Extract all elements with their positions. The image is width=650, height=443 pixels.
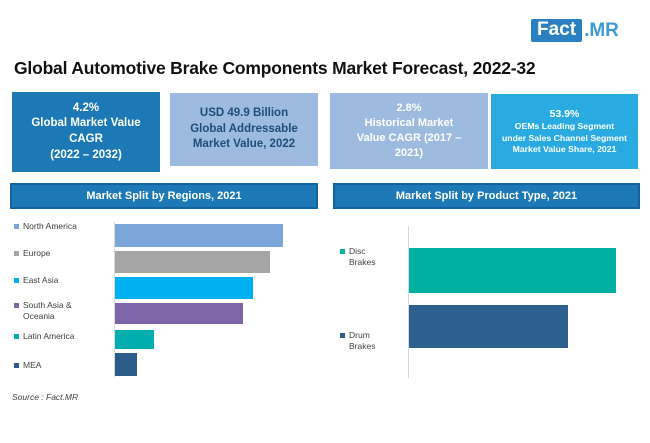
legend-marker-south-asia-oceania <box>14 303 19 308</box>
legend-marker-disc-brakes <box>340 249 345 254</box>
stat-box-line: 4.2% <box>72 101 100 114</box>
source-note: Source : Fact.MR <box>12 392 79 402</box>
bar-north-america <box>115 224 283 247</box>
product-type-chart-header: Market Split by Product Type, 2021 <box>333 183 640 209</box>
legend-label-east-asia: East Asia <box>23 275 59 285</box>
bar-mea <box>115 353 137 376</box>
legend-item-europe: Europe <box>14 248 104 259</box>
stat-box-addressable-value: USD 49.9 Billion Global Addressable Market… <box>170 93 318 166</box>
stat-box-line: Market Value Share, 2021 <box>512 144 617 155</box>
stat-box-global-cagr: 4.2% Global Market Value CAGR (2022 – 2032) <box>12 92 160 172</box>
bar-east-asia <box>115 277 253 299</box>
bar-disc-brakes <box>409 248 616 293</box>
legend-label-mea: MEA <box>23 360 42 370</box>
stat-box-line: (2022 – 2032) <box>50 148 122 161</box>
bar-drum-brakes <box>409 305 568 348</box>
stat-box-line: Value CAGR (2017 – <box>356 132 462 144</box>
legend-label-north-america: North America <box>23 221 77 231</box>
legend-marker-east-asia <box>14 278 19 283</box>
stat-box-line: Global Market Value <box>31 117 141 130</box>
product-type-axis-line <box>408 226 409 378</box>
legend-label-south-asia-oceania: South Asia & Oceania <box>23 300 72 322</box>
legend-item-south-asia-oceania: South Asia & Oceania <box>14 300 104 322</box>
regions-chart-header: Market Split by Regions, 2021 <box>10 183 318 209</box>
stat-box-line: 2021) <box>394 146 424 159</box>
legend-item-east-asia: East Asia <box>14 275 104 286</box>
stat-box-line: Historical Market <box>364 117 454 130</box>
legend-label-europe: Europe <box>23 248 51 258</box>
bar-south-asia-oceania <box>115 303 243 324</box>
legend-item-disc-brakes: Disc Brakes <box>340 246 386 268</box>
stat-box-historical-cagr: 2.8% Historical Market Value CAGR (2017 – 2… <box>330 93 488 169</box>
stat-box-line: OEMs Leading Segment <box>514 120 615 131</box>
stat-box-line: under Sales Channel Segment <box>501 132 628 143</box>
stat-box-line: USD 49.9 Billion <box>199 107 289 120</box>
legend-marker-drum-brakes <box>340 333 345 338</box>
stat-box-line: 2.8% <box>396 102 422 115</box>
stat-box-line: Global Addressable <box>190 122 298 135</box>
legend-label-drum-brakes: Drum Brakes <box>349 330 376 352</box>
bar-europe <box>115 251 270 273</box>
regions-axis-line <box>114 222 115 377</box>
legend-label-latin-america: Latin America <box>23 331 75 341</box>
logo-fact-box: Fact <box>531 19 583 42</box>
legend-item-latin-america: Latin America <box>14 331 104 342</box>
legend-item-north-america: North America <box>14 221 104 232</box>
bar-latin-america <box>115 330 154 349</box>
legend-marker-mea <box>14 363 19 368</box>
stat-box-oem-share: 53.9% OEMs Leading Segment under Sales Cha… <box>491 94 638 169</box>
legend-item-drum-brakes: Drum Brakes <box>340 330 386 352</box>
legend-marker-europe <box>14 251 19 256</box>
legend-label-disc-brakes: Disc Brakes <box>349 246 376 268</box>
legend-marker-north-america <box>14 224 19 229</box>
legend-marker-latin-america <box>14 334 19 339</box>
stat-box-line: 53.9% <box>549 107 580 120</box>
fact-mr-logo: Fact .MR <box>531 19 619 42</box>
legend-item-mea: MEA <box>14 360 104 371</box>
logo-mr-text: .MR <box>584 20 619 41</box>
stat-box-line: CAGR <box>69 133 103 145</box>
stat-box-line: Market Value, 2022 <box>192 138 296 151</box>
page-title: Global Automotive Brake Components Marke… <box>14 58 536 78</box>
